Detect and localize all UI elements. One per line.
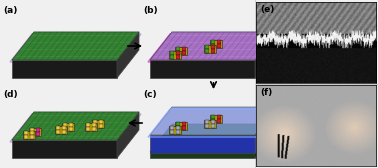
- Bar: [211, 120, 215, 124]
- Bar: [176, 55, 180, 59]
- Bar: [204, 124, 209, 128]
- Bar: [176, 51, 180, 55]
- Bar: [56, 130, 60, 134]
- Bar: [176, 47, 180, 51]
- Bar: [176, 122, 180, 126]
- Bar: [68, 123, 73, 127]
- FancyBboxPatch shape: [23, 131, 35, 139]
- Bar: [181, 126, 186, 130]
- FancyBboxPatch shape: [210, 40, 222, 48]
- Bar: [29, 135, 34, 139]
- Polygon shape: [150, 107, 277, 135]
- FancyBboxPatch shape: [169, 126, 181, 134]
- Bar: [91, 127, 96, 131]
- Bar: [29, 132, 34, 136]
- Bar: [217, 40, 222, 44]
- Bar: [211, 124, 215, 128]
- Bar: [93, 124, 98, 128]
- Bar: [211, 44, 215, 48]
- Bar: [181, 47, 186, 51]
- Polygon shape: [12, 60, 117, 78]
- Bar: [36, 132, 40, 136]
- Text: (a): (a): [3, 6, 17, 15]
- Bar: [211, 49, 215, 53]
- Bar: [211, 115, 215, 119]
- Polygon shape: [255, 32, 277, 78]
- Bar: [181, 122, 186, 126]
- FancyBboxPatch shape: [210, 115, 222, 123]
- Polygon shape: [12, 32, 139, 60]
- Bar: [91, 123, 96, 127]
- Bar: [63, 127, 67, 131]
- Polygon shape: [150, 32, 277, 60]
- Bar: [170, 130, 174, 134]
- Bar: [29, 131, 34, 135]
- Bar: [211, 119, 215, 123]
- Bar: [85, 123, 90, 127]
- Text: (b): (b): [143, 6, 158, 15]
- Bar: [62, 130, 67, 134]
- Bar: [63, 123, 67, 127]
- Bar: [68, 127, 73, 131]
- Bar: [204, 49, 209, 53]
- FancyBboxPatch shape: [29, 128, 41, 136]
- Bar: [170, 51, 174, 55]
- FancyBboxPatch shape: [169, 51, 181, 59]
- FancyBboxPatch shape: [204, 45, 216, 53]
- Bar: [62, 126, 67, 130]
- Bar: [211, 45, 215, 49]
- Polygon shape: [255, 124, 277, 158]
- Polygon shape: [150, 135, 255, 153]
- Bar: [170, 55, 174, 59]
- Bar: [217, 119, 222, 123]
- Text: (f): (f): [260, 88, 273, 97]
- FancyBboxPatch shape: [204, 120, 216, 128]
- Bar: [176, 126, 180, 130]
- FancyBboxPatch shape: [175, 47, 187, 55]
- Bar: [93, 120, 98, 124]
- Bar: [99, 124, 104, 128]
- Bar: [170, 126, 174, 130]
- Bar: [217, 44, 222, 48]
- Bar: [204, 120, 209, 124]
- Bar: [29, 128, 34, 132]
- Text: (c): (c): [143, 90, 156, 99]
- FancyBboxPatch shape: [55, 126, 67, 134]
- Polygon shape: [150, 60, 255, 78]
- Bar: [176, 126, 180, 130]
- Bar: [211, 40, 215, 44]
- Polygon shape: [150, 124, 277, 152]
- Text: (d): (d): [3, 90, 18, 99]
- Bar: [176, 51, 180, 55]
- Polygon shape: [117, 32, 139, 78]
- Polygon shape: [117, 112, 139, 158]
- Bar: [204, 45, 209, 49]
- FancyBboxPatch shape: [62, 123, 74, 131]
- Polygon shape: [150, 152, 255, 158]
- Bar: [99, 120, 104, 124]
- Bar: [56, 126, 60, 130]
- Bar: [181, 51, 186, 55]
- Polygon shape: [12, 112, 139, 140]
- Bar: [176, 130, 180, 134]
- Text: (e): (e): [260, 5, 275, 14]
- FancyBboxPatch shape: [92, 120, 104, 128]
- Bar: [85, 127, 90, 131]
- Bar: [23, 135, 28, 139]
- FancyBboxPatch shape: [175, 122, 187, 130]
- Bar: [217, 115, 222, 119]
- FancyBboxPatch shape: [85, 123, 97, 131]
- Bar: [36, 128, 40, 132]
- Bar: [23, 131, 28, 135]
- Polygon shape: [255, 107, 277, 153]
- Polygon shape: [12, 140, 117, 158]
